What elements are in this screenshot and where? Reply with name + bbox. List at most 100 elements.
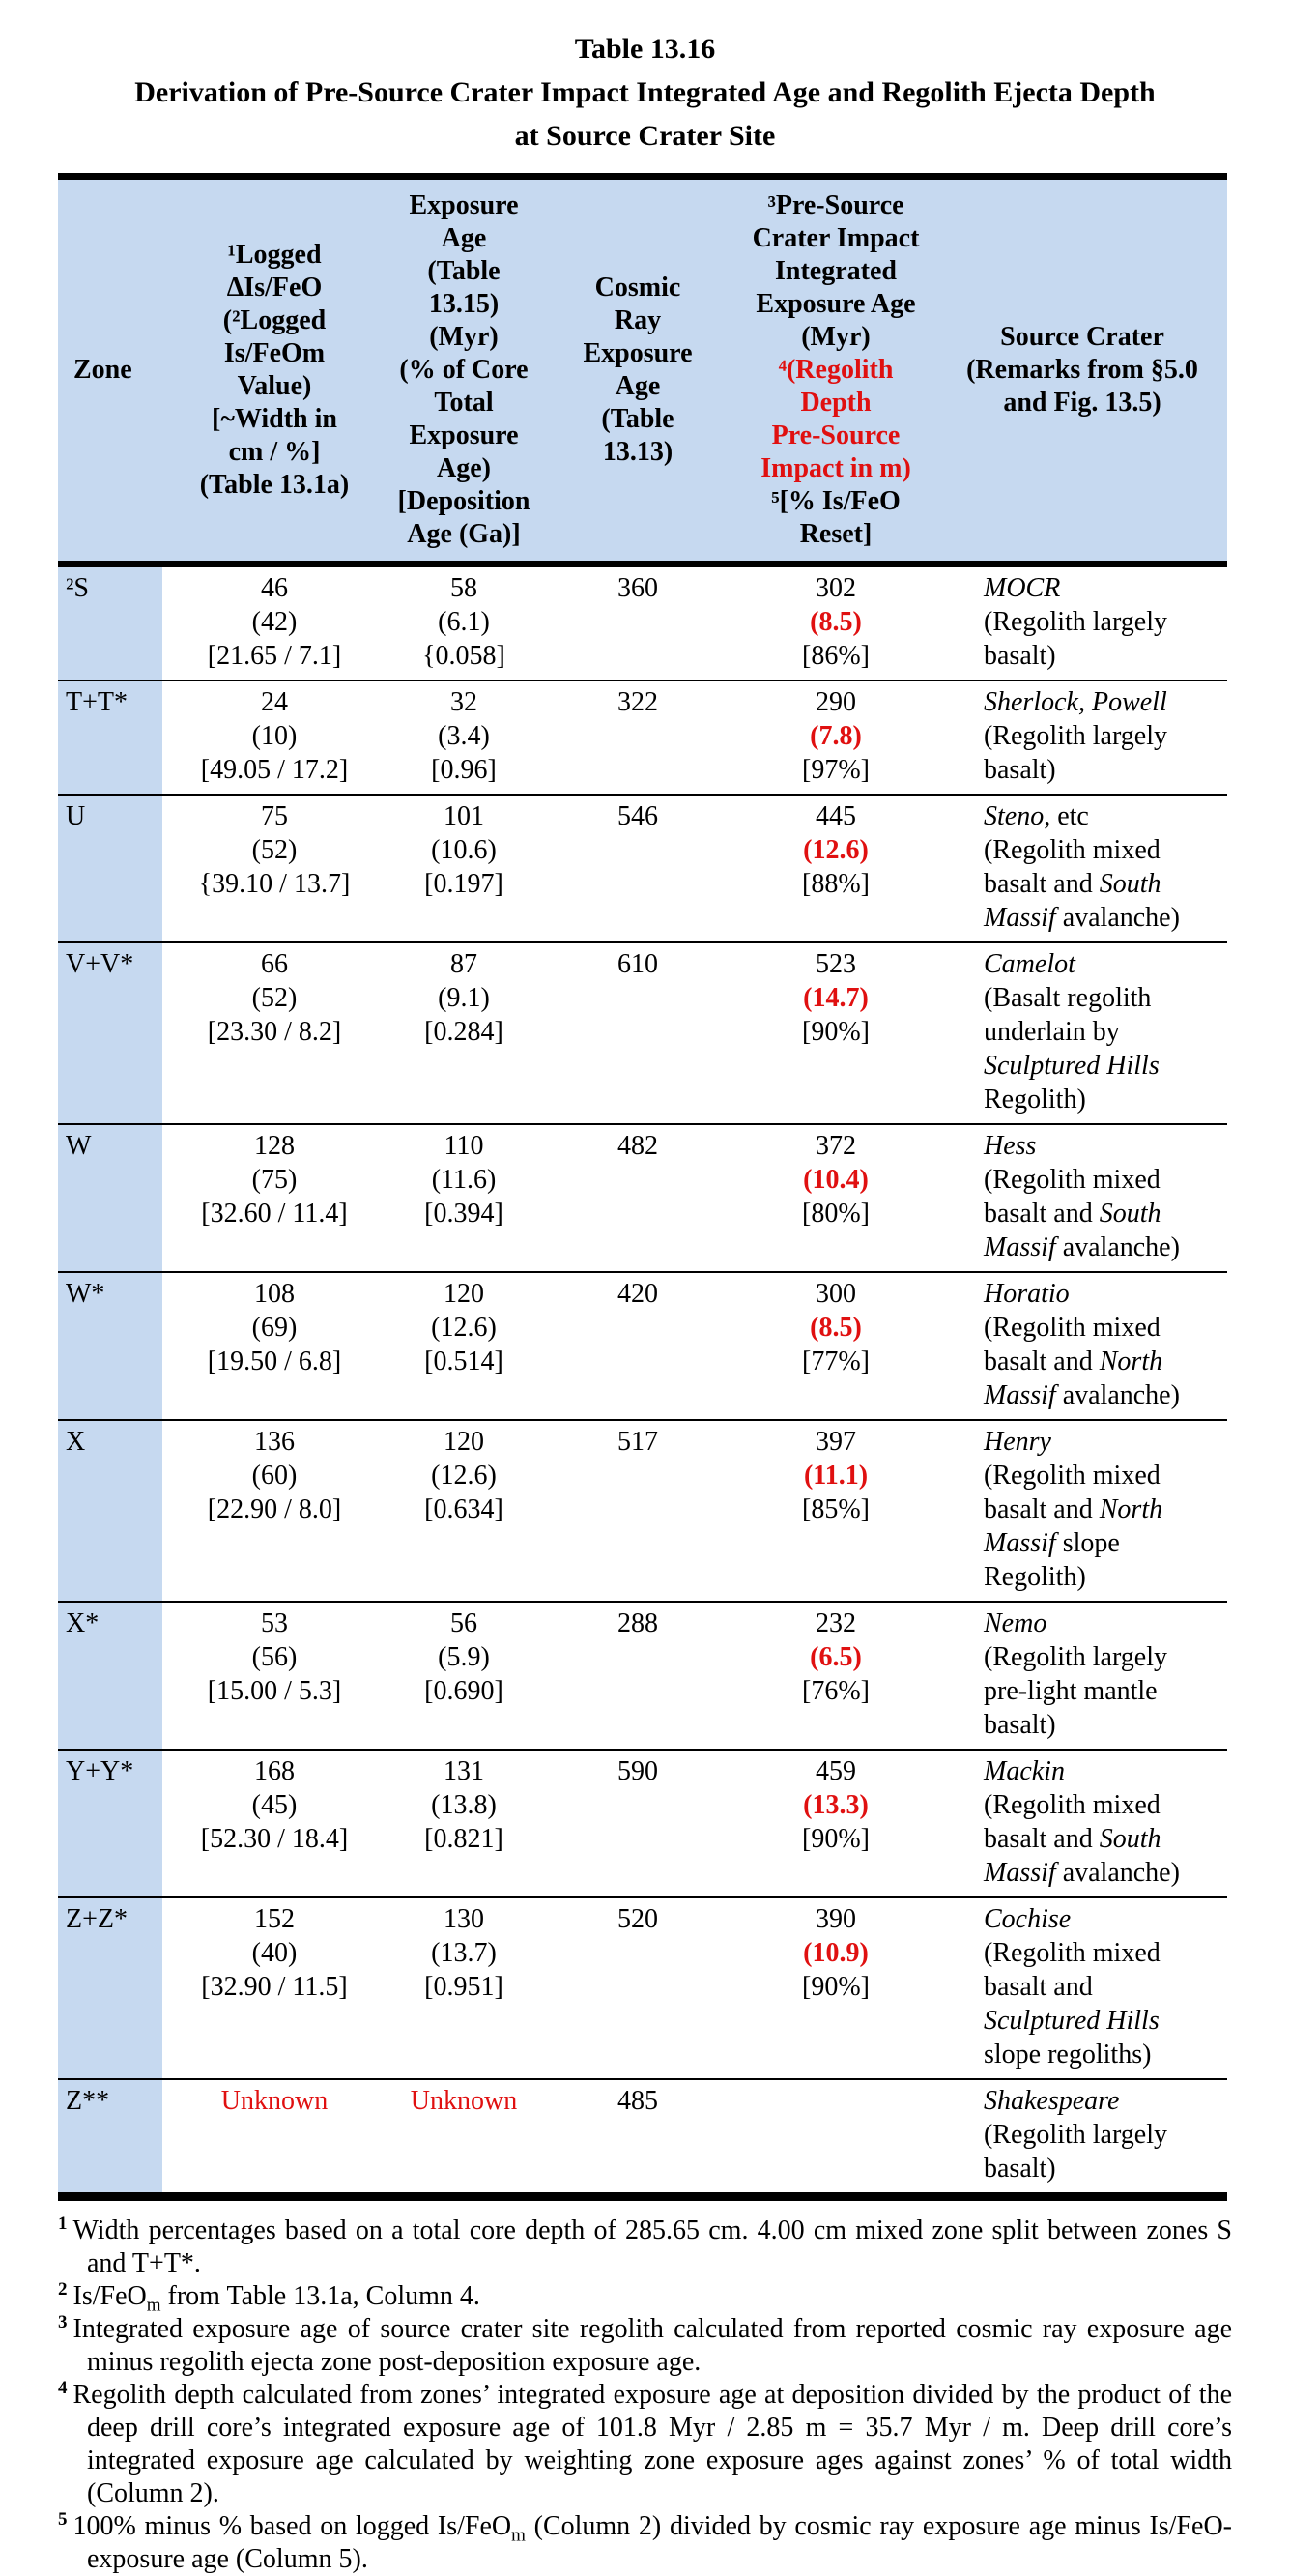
logged-is-feo-cell: 108 (69) [19.50 / 6.8] <box>162 1272 387 1420</box>
cell-line: [0.821] <box>387 1822 541 1856</box>
text-segment: 397 <box>816 1427 856 1457</box>
cell-line: Age) <box>387 452 541 485</box>
cell-line: Unknown <box>162 2084 387 2118</box>
text-segment: [23.30 / 8.2] <box>207 1017 342 1047</box>
text-segment: (Remarks from §5.0 <box>966 355 1198 385</box>
cell-line: Cosmic <box>541 272 734 304</box>
cell-line: (13.3) <box>734 1788 937 1822</box>
cell-line: underlain by <box>984 1015 1221 1049</box>
cell-line: (56) <box>162 1640 387 1674</box>
text-segment: (9.1) <box>438 983 490 1013</box>
cell-line: Shakespeare <box>984 2084 1221 2118</box>
text-segment: slope regoliths) <box>984 2040 1152 2069</box>
cell-line: Regolith) <box>984 1083 1221 1116</box>
logged-is-feo-cell: 24 (10) [49.05 / 17.2] <box>162 680 387 795</box>
text-segment: (60) <box>251 1461 298 1491</box>
text-segment: [76%] <box>802 1676 870 1706</box>
text-segment: Massif <box>984 1858 1056 1888</box>
table-row: ²S 46 (42) [21.65 / 7.1] 58 (6.1) {0.058] 360 30… <box>58 564 1227 681</box>
source-crater-cell: Cochise (Regolith mixed basalt and Sculptur… <box>937 1897 1227 2079</box>
cell-line: 46 <box>162 571 387 605</box>
footnote: 4 Regolith depth calculated from zones’ i… <box>58 2379 1232 2510</box>
cell-line: (52) <box>162 833 387 867</box>
cell-line: 610 <box>541 947 734 981</box>
text-segment: Exposure Age <box>756 289 916 319</box>
text-segment: (Table <box>427 256 501 286</box>
cell-line: Horatio <box>984 1277 1221 1311</box>
header-presource-integrated-age: ³Pre-Source Crater Impact Integrated Exposu… <box>734 176 937 564</box>
text-segment: (69) <box>251 1313 298 1343</box>
cell-line: (8.5) <box>734 605 937 639</box>
cell-line: Integrated <box>734 255 937 288</box>
text-segment: (Regolith largely <box>984 721 1167 751</box>
cell-line: basalt) <box>984 2152 1221 2185</box>
text-segment: Y+Y* <box>66 1756 134 1786</box>
logged-is-feo-cell: 128 (75) [32.60 / 11.4] <box>162 1124 387 1272</box>
cell-line: 66 <box>162 947 387 981</box>
cell-line: (3.4) <box>387 719 541 753</box>
text-segment: Z+Z* <box>66 1904 128 1934</box>
cell-line: W* <box>66 1277 162 1311</box>
cell-line: [0.514] <box>387 1345 541 1378</box>
cell-line: Impact in m) <box>734 452 937 485</box>
cell-line: [90%] <box>734 1822 937 1856</box>
text-segment: [90%] <box>802 1824 870 1854</box>
cell-line: [21.65 / 7.1] <box>162 639 387 673</box>
source-crater-cell: Henry (Regolith mixed basalt and North Mass… <box>937 1420 1227 1602</box>
cell-line: [80%] <box>734 1197 937 1230</box>
text-segment: Age (Ga)] <box>407 519 521 549</box>
cell-line: [19.50 / 6.8] <box>162 1345 387 1378</box>
table-row: X* 53 (56) [15.00 / 5.3] 56 (5.9) [0.690] 288 23… <box>58 1602 1227 1750</box>
cell-line: (10.4) <box>734 1163 937 1197</box>
source-crater-cell: Mackin (Regolith mixed basalt and South Mas… <box>937 1750 1227 1897</box>
text-segment: pre-light mantle <box>984 1676 1158 1706</box>
text-segment: Value) <box>237 371 312 401</box>
text-segment: [85%] <box>802 1494 870 1524</box>
text-segment: 32 <box>450 687 477 717</box>
text-segment: (Regolith mixed <box>984 1461 1161 1491</box>
text-segment: (Regolith mixed <box>984 1313 1161 1343</box>
cell-line: (52) <box>162 981 387 1015</box>
footnote: 5 100% minus % based on logged Is/FeOm (C… <box>58 2510 1232 2576</box>
exposure-age-cell: 110 (11.6) [0.394] <box>387 1124 541 1272</box>
text-segment: Regolith) <box>984 1085 1086 1114</box>
cosmic-ray-cell: 420 <box>541 1272 734 1420</box>
text-segment: basalt and <box>984 1199 1100 1229</box>
presource-age-cell: 290 (7.8) [97%] <box>734 680 937 795</box>
cell-line: Massif avalanche) <box>984 901 1221 935</box>
text-segment: MOCR <box>984 573 1061 603</box>
cell-line: basalt) <box>984 753 1221 787</box>
source-crater-cell: Horatio (Regolith mixed basalt and North Ma… <box>937 1272 1227 1420</box>
source-crater-cell: Steno, etc (Regolith mixed basalt and Sout… <box>937 795 1227 942</box>
text-segment: 136 <box>254 1427 295 1457</box>
text-segment: [32.60 / 11.4] <box>201 1199 348 1229</box>
footnotes-section: 1 Width percentages based on a total core… <box>58 2214 1232 2576</box>
cell-line: (% of Core <box>387 354 541 387</box>
cell-line: (Regolith mixed <box>984 1459 1221 1492</box>
presource-age-cell: 302 (8.5) [86%] <box>734 564 937 681</box>
presource-age-cell: 445 (12.6) [88%] <box>734 795 937 942</box>
cell-line: 32 <box>387 685 541 719</box>
source-crater-cell: Sherlock, Powell (Regolith largely basalt) <box>937 680 1227 795</box>
text-segment: (10.9) <box>803 1938 869 1968</box>
text-segment: [32.90 / 11.5] <box>201 1972 348 2002</box>
cosmic-ray-cell: 520 <box>541 1897 734 2079</box>
text-segment: 590 <box>617 1756 658 1786</box>
cell-line: [32.60 / 11.4] <box>162 1197 387 1230</box>
text-segment: 290 <box>816 687 856 717</box>
text-segment: avalanche) <box>1055 903 1180 933</box>
text-segment: [77%] <box>802 1346 870 1376</box>
cell-line: Exposure <box>387 189 541 222</box>
text-segment: (8.5) <box>810 1313 862 1343</box>
text-segment: North <box>1099 1494 1163 1524</box>
text-segment: Henry <box>984 1427 1051 1457</box>
cell-line: V+V* <box>66 947 162 981</box>
text-segment: (3.4) <box>438 721 490 751</box>
logged-is-feo-cell: 152 (40) [32.90 / 11.5] <box>162 1897 387 2079</box>
text-segment: Width percentages based on a total core … <box>72 2215 1233 2278</box>
zone-cell: W* <box>58 1272 162 1420</box>
text-segment: Massif <box>984 903 1056 933</box>
text-segment: 130 <box>444 1904 484 1934</box>
text-segment: Z** <box>66 2086 110 2116</box>
text-segment: (Table 13.1a) <box>199 470 350 500</box>
